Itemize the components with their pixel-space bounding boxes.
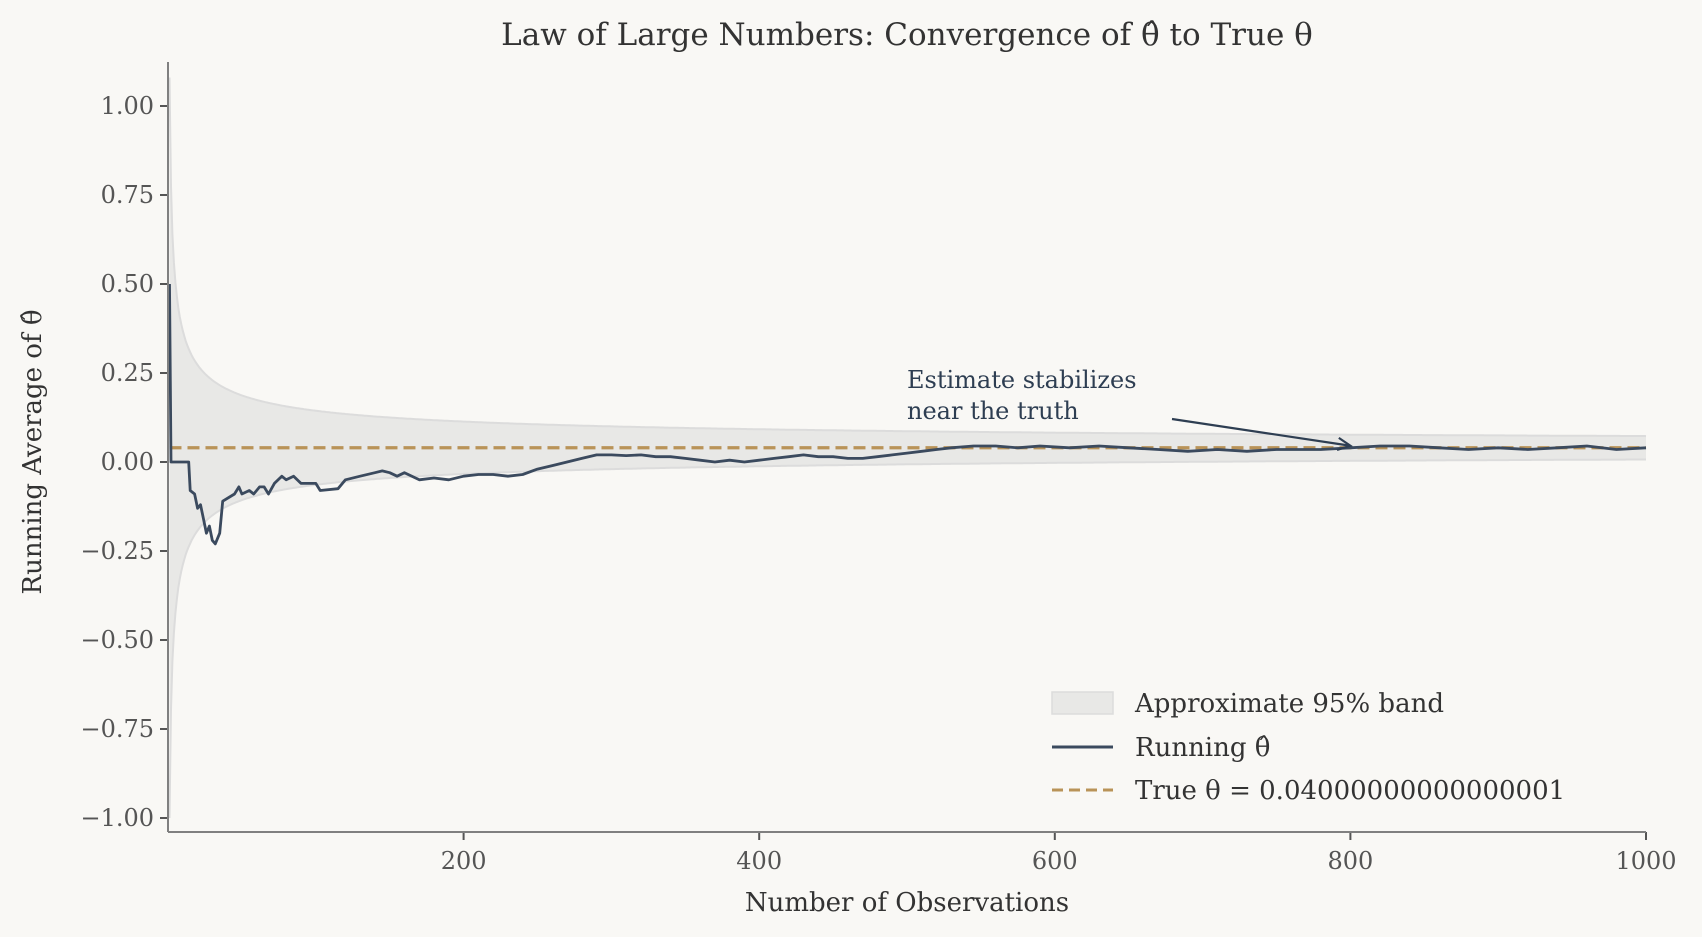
x-axis-title: Number of Observations <box>745 888 1069 918</box>
y-axis-title: Running Average of θ̂ <box>18 310 48 595</box>
y-tick-label: 0.25 <box>101 359 154 387</box>
legend-label-band: Approximate 95% band <box>1134 689 1444 719</box>
running-theta-line <box>168 283 1647 546</box>
y-tick-label: 1.00 <box>101 92 154 120</box>
y-tick-label: −0.75 <box>80 715 154 743</box>
x-tick-label: 800 <box>1327 847 1373 875</box>
annotation-arrow <box>1171 417 1351 447</box>
x-axis-ticks: 200 400 600 800 1000 <box>441 832 1677 875</box>
plot-area <box>168 77 1647 819</box>
y-tick-label: −0.25 <box>80 537 154 565</box>
x-tick-label: 400 <box>736 847 782 875</box>
annotation: Estimate stabilizes near the truth <box>907 366 1353 451</box>
x-tick-label: 1000 <box>1615 847 1676 875</box>
y-axis-ticks: 1.00 0.75 0.50 0.25 0.00 −0.25 −0.50 −0.75 −1.00 <box>80 92 168 832</box>
y-tick-label: −0.50 <box>80 626 154 654</box>
y-tick-label: 0.75 <box>101 181 154 209</box>
legend-swatch-band <box>1051 691 1114 715</box>
chart-title: Law of Large Numbers: Convergence of θ̂ … <box>501 17 1313 53</box>
x-tick-label: 200 <box>441 847 487 875</box>
annotation-text-line2: near the truth <box>907 397 1079 425</box>
y-tick-label: 0.00 <box>101 448 154 476</box>
legend-label-true: True θ = 0.04000000000000001 <box>1135 776 1565 806</box>
x-tick-label: 600 <box>1032 847 1078 875</box>
y-tick-label: −1.00 <box>80 804 154 832</box>
annotation-text-line1: Estimate stabilizes <box>907 366 1137 394</box>
annotation-arrowhead-icon <box>1336 436 1353 451</box>
band-upper-edge <box>168 77 1647 438</box>
y-tick-label: 0.50 <box>101 270 154 298</box>
legend-label-running: Running θ̂ <box>1135 733 1270 763</box>
legend: Approximate 95% band Running θ̂ True θ =… <box>1051 689 1565 806</box>
band-lower-edge <box>168 458 1646 819</box>
